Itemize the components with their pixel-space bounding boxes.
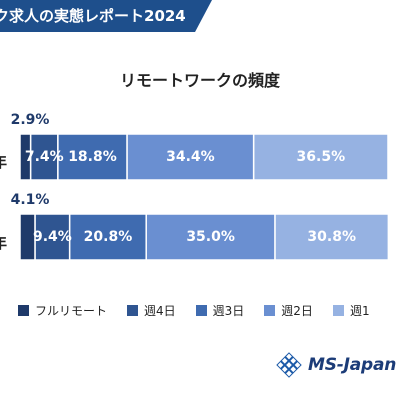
legend-swatch (127, 305, 139, 316)
chart-title: リモートワークの頻度 (119, 71, 280, 90)
bar-segment (68, 213, 147, 261)
data-label: 35.0% (186, 229, 235, 245)
legend-swatch (264, 305, 276, 316)
ms-japan-logo-icon (276, 352, 302, 378)
legend-label: 週3日 (212, 304, 245, 318)
legend: フルリモート 週4日 週3日 週2日 週1 (18, 302, 390, 319)
data-label: 4.1% (10, 192, 50, 208)
bar-segment (29, 133, 59, 181)
data-label: 34.4% (166, 149, 215, 165)
bar-segment (145, 213, 276, 261)
banner-title: ク求人の実態レポート2024 (0, 7, 186, 25)
data-label: 30.8% (307, 229, 356, 245)
row-label-2: 年 (0, 232, 7, 253)
legend-label: 週4日 (144, 304, 176, 318)
legend-label: 週1 (349, 304, 370, 318)
data-label: 9.4% (32, 229, 72, 245)
report-banner: ク求人の実態レポート2024 (0, 0, 212, 32)
data-label: 20.8% (83, 229, 133, 245)
data-label: 7.4% (24, 149, 64, 165)
company-logo: MS-Japan (276, 352, 396, 378)
legend-item: 週2日 (264, 302, 313, 319)
legend-swatch (18, 305, 29, 316)
row-label-1: 年 (0, 151, 7, 172)
data-label: 36.5% (296, 149, 346, 165)
data-label: 2.9% (10, 112, 50, 128)
bar-segment (252, 133, 389, 181)
legend-item: 週3日 (195, 302, 245, 319)
legend-item: 週4日 (127, 302, 176, 319)
bar-segment (126, 133, 255, 181)
legend-item: フルリモート (18, 302, 107, 319)
logo-text: MS-Japan (308, 355, 397, 375)
legend-label: フルリモート (35, 304, 108, 318)
legend-swatch (332, 305, 344, 316)
legend-label: 週2日 (281, 304, 313, 318)
legend-item: 週1 (332, 302, 370, 319)
bar-segment (274, 213, 390, 261)
data-label: 18.8% (68, 149, 117, 165)
legend-swatch (195, 305, 207, 316)
